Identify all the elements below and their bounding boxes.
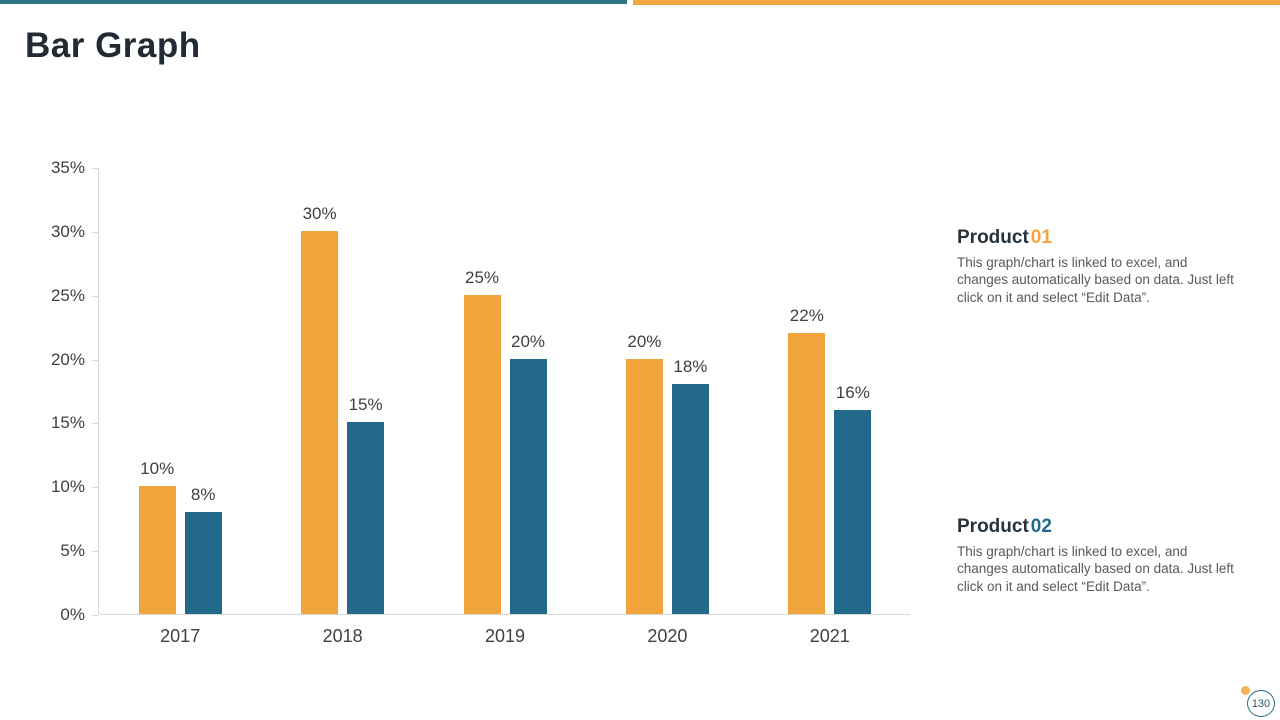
y-axis-label: 10% (50, 477, 85, 497)
bar-product-02-2021[interactable] (834, 409, 872, 614)
data-label: 30% (302, 203, 337, 223)
x-axis-label: 2021 (809, 626, 850, 646)
y-axis-tick (92, 359, 98, 361)
y-axis-label: 0% (60, 605, 85, 624)
data-label: 16% (835, 382, 870, 402)
product-01-note: Product 01 This graph/chart is linked to … (957, 227, 1239, 306)
product-02-note: Product 02 This graph/chart is linked to … (957, 516, 1239, 595)
data-label: 10% (140, 459, 175, 479)
product-02-heading: Product 02 (957, 516, 1239, 538)
data-label: 25% (464, 267, 500, 287)
y-axis-tick (92, 487, 98, 489)
top-accent-teal-bar (0, 0, 627, 4)
product-02-description: This graph/chart is linked to excel, and… (957, 544, 1234, 594)
y-axis-label: 35% (50, 158, 85, 177)
data-label: 8% (190, 484, 216, 504)
product-01-description: This graph/chart is linked to excel, and… (957, 255, 1234, 305)
product-01-heading: Product 01 (957, 227, 1239, 249)
page-number-badge: 130 (1241, 686, 1275, 717)
y-axis-label: 30% (50, 221, 85, 241)
product-02-number: 02 (1030, 516, 1052, 537)
orange-dot (1241, 686, 1250, 695)
bar-product-02-2017[interactable] (184, 511, 222, 614)
product-01-number: 01 (1030, 227, 1052, 248)
bar-product-01-2019[interactable] (463, 294, 501, 614)
y-axis-label: 25% (50, 285, 85, 305)
data-label: 15% (348, 395, 383, 415)
data-label: 20% (627, 331, 662, 351)
page-title: Bar Graph (25, 26, 201, 65)
x-axis-label: 2019 (484, 626, 526, 646)
bar-product-02-2019[interactable] (509, 358, 547, 614)
bar-chart[interactable]: 0% 5% 10% 15% 20% 25% 30% 35% 10% 8% 2017 30% 15% 201… (51, 158, 910, 646)
data-label: 18% (673, 357, 708, 377)
data-label: 22% (789, 306, 824, 326)
bar-product-01-2020[interactable] (625, 358, 663, 614)
y-axis-tick (92, 168, 98, 169)
bar-product-01-2017[interactable] (138, 486, 176, 614)
y-axis-tick (92, 231, 98, 233)
x-axis-label: 2018 (322, 626, 363, 646)
y-axis-tick (92, 615, 98, 616)
top-accent-orange-bar (633, 0, 1280, 5)
product-01-name: Product (957, 227, 1029, 248)
y-axis-tick (92, 295, 98, 297)
y-axis-label: 20% (50, 349, 85, 369)
y-axis-tick (92, 551, 98, 553)
data-label: 20% (510, 331, 546, 351)
product-02-name: Product (957, 516, 1029, 537)
x-axis-label: 2020 (647, 626, 688, 646)
y-axis-label: 15% (50, 413, 85, 433)
bar-product-02-2018[interactable] (347, 422, 385, 614)
bar-product-02-2020[interactable] (671, 384, 709, 614)
bar-product-01-2018[interactable] (301, 230, 339, 614)
x-axis-label: 2017 (160, 626, 201, 646)
page-number: 130 (1251, 697, 1271, 710)
bar-product-01-2021[interactable] (788, 333, 826, 614)
y-axis-label: 5% (60, 541, 85, 561)
y-axis-tick (92, 423, 98, 425)
